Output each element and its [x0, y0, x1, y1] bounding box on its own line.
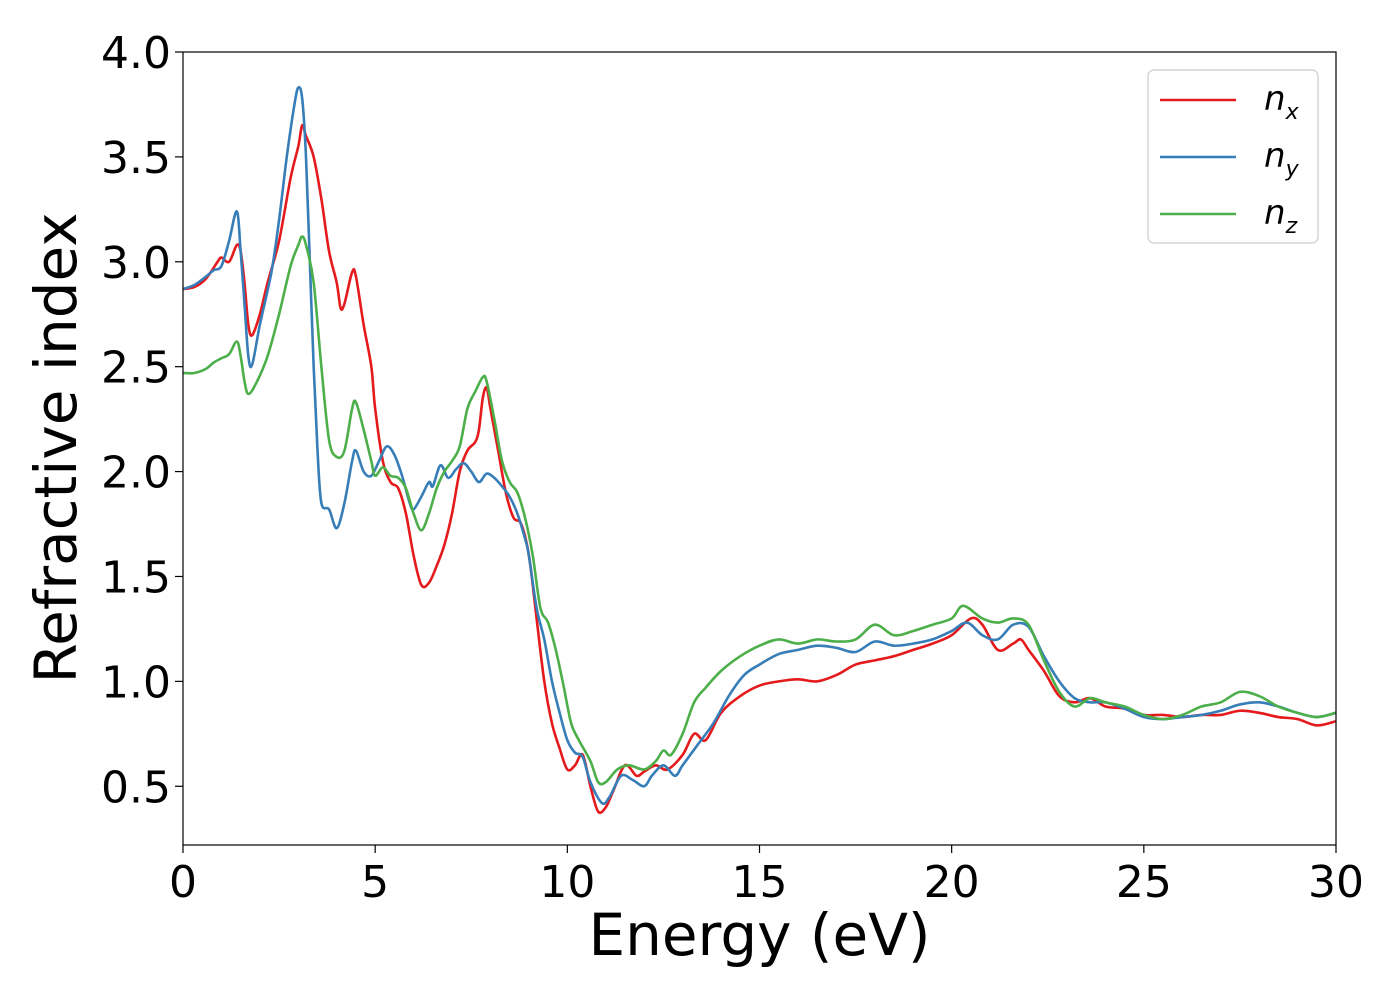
series-line-x	[183, 123, 1336, 815]
legend-label-z: nz	[1264, 193, 1298, 239]
series-line-z	[183, 235, 1336, 786]
x-tick-label: 20	[924, 857, 980, 908]
y-tick-label: 4.0	[101, 28, 171, 79]
series-line-y	[183, 85, 1336, 806]
y-tick-label: 3.5	[101, 133, 171, 184]
legend-label-x: nx	[1264, 79, 1300, 125]
x-axis-title: Energy (eV)	[588, 901, 930, 969]
x-tick-label: 15	[732, 857, 788, 908]
legend-label-y: ny	[1264, 136, 1300, 182]
y-axis-title: Refractive index	[22, 212, 90, 683]
y-tick-label: 0.5	[101, 762, 171, 813]
x-tick-label: 25	[1116, 857, 1172, 908]
series-layer	[183, 85, 1336, 815]
y-tick-label: 1.5	[101, 552, 171, 603]
x-tick-label: 30	[1308, 857, 1364, 908]
x-axis: 0 5 10 15 20 25 30	[169, 845, 1364, 908]
x-tick-label: 5	[361, 857, 389, 908]
y-tick-label: 2.0	[101, 448, 171, 499]
x-tick-label: 0	[169, 857, 197, 908]
y-tick-label: 2.5	[101, 343, 171, 394]
y-tick-label: 3.0	[101, 238, 171, 289]
y-tick-label: 1.0	[101, 657, 171, 708]
x-tick-label: 10	[539, 857, 595, 908]
y-axis: 0.5 1.0 1.5 2.0 2.5 3.0 3.5 4.0	[101, 28, 183, 813]
legend: nx ny nz	[1147, 69, 1319, 244]
